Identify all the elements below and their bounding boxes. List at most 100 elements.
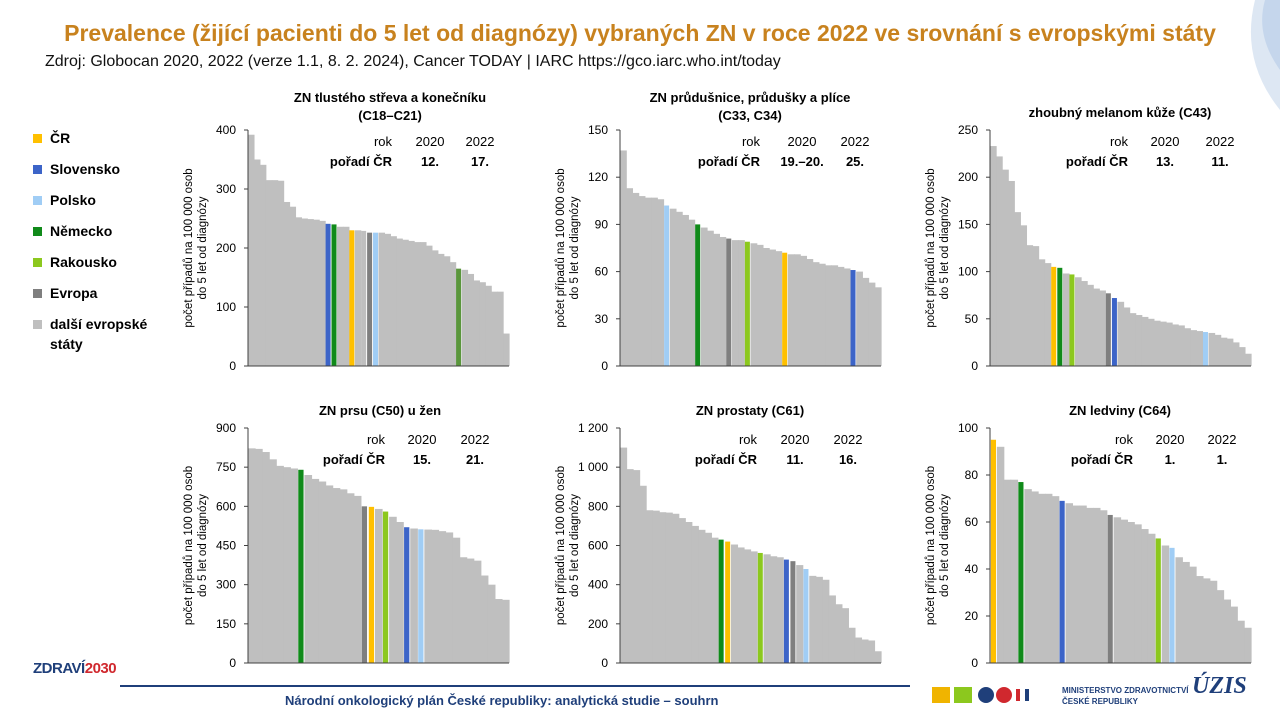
rank-value-2020: 19.–20. <box>780 154 823 169</box>
bar <box>848 627 856 663</box>
y-tick-label: 0 <box>971 656 978 670</box>
chart-title: ZN průdušnice, průdušky a plíce <box>650 90 851 105</box>
rank-year-2022: 2022 <box>834 432 863 447</box>
bar <box>1014 212 1021 366</box>
bar <box>990 439 997 663</box>
rank-cr-caption: pořadí ČR <box>323 452 386 467</box>
bar <box>325 223 331 366</box>
bar <box>1024 489 1032 663</box>
bar <box>782 252 788 366</box>
bar <box>632 192 640 366</box>
bar <box>437 253 445 366</box>
bar <box>461 269 469 366</box>
legend-label: Polsko <box>50 192 96 208</box>
bar <box>688 219 696 366</box>
bar <box>664 205 670 366</box>
bar <box>744 241 750 366</box>
bar <box>374 508 383 663</box>
bar <box>843 268 851 366</box>
bar <box>1010 479 1019 663</box>
bar <box>368 506 375 663</box>
bar <box>404 527 410 663</box>
bar <box>743 549 752 663</box>
legend-label: Evropa <box>50 285 98 301</box>
bar <box>1223 599 1231 663</box>
rank-value-2020: 15. <box>413 452 431 467</box>
y-tick-label: 150 <box>588 123 608 137</box>
bar <box>259 164 267 366</box>
y-tick-label: 30 <box>595 312 609 326</box>
bar <box>325 485 334 663</box>
bar <box>996 156 1003 366</box>
bar <box>719 236 727 366</box>
bar <box>373 232 379 366</box>
ministry-logo-text: MINISTERSTVO ZDRAVOTNICTVÍ ČESKÉ REPUBLI… <box>1062 685 1189 707</box>
bar <box>828 595 836 663</box>
bar <box>1062 273 1070 366</box>
bar <box>494 599 503 663</box>
bar <box>271 180 279 366</box>
rank-year-2020: 2020 <box>1151 134 1180 149</box>
bar <box>657 199 665 366</box>
y-tick-label: 200 <box>588 617 608 631</box>
bar <box>248 134 255 366</box>
legend-item: další evropské státy <box>33 316 173 354</box>
bar <box>443 256 451 366</box>
rank-value-2020: 1. <box>1165 452 1176 467</box>
bar <box>1002 169 1009 366</box>
bar <box>1079 505 1087 663</box>
y-tick-label: 200 <box>216 241 236 255</box>
bar <box>1209 580 1218 663</box>
bar <box>675 211 683 366</box>
bar <box>382 511 389 663</box>
bar <box>1031 491 1039 663</box>
y-axis-label: počet případů na 100 000 osob <box>925 466 937 625</box>
bar <box>1196 331 1204 366</box>
bar <box>1230 606 1238 663</box>
bar <box>730 544 739 663</box>
bar <box>501 599 510 663</box>
bar <box>695 224 701 366</box>
bar <box>402 239 409 366</box>
bar <box>466 558 475 663</box>
bar <box>1155 538 1161 663</box>
legend-label: Rakousko <box>50 254 117 270</box>
bar <box>1044 263 1052 366</box>
bar <box>456 268 462 366</box>
zdravi-2030-logo: ZDRAVÍ2030 <box>33 660 117 677</box>
bar <box>646 510 654 663</box>
bar <box>1196 576 1204 663</box>
bar <box>1141 316 1149 366</box>
y-axis-label: počet případů na 100 000 osob <box>925 168 937 327</box>
rank-year-2022: 2022 <box>841 134 870 149</box>
bar <box>1153 320 1161 366</box>
bar <box>301 218 308 366</box>
legend-item: ČR <box>33 130 173 148</box>
bar <box>367 232 373 366</box>
bar <box>685 522 693 663</box>
bar <box>874 651 882 663</box>
y-axis-label: do 5 let od diagnózy <box>939 494 951 597</box>
bar <box>1147 318 1155 366</box>
bar <box>1038 259 1046 366</box>
bar <box>487 584 496 663</box>
bar <box>837 266 845 366</box>
corner-decoration <box>1250 0 1280 110</box>
y-tick-label: 900 <box>216 421 236 435</box>
rank-year-2020: 2020 <box>408 432 437 447</box>
bar <box>1147 533 1156 663</box>
bar <box>787 254 795 366</box>
bar <box>633 470 641 663</box>
rank-value-2022: 16. <box>839 452 857 467</box>
y-tick-label: 250 <box>958 123 978 137</box>
bar <box>319 220 326 366</box>
bar <box>669 208 677 366</box>
rank-year-2022: 2022 <box>1208 432 1237 447</box>
bar <box>678 518 686 663</box>
bar <box>682 214 689 366</box>
y-tick-label: 60 <box>965 515 979 529</box>
bar <box>738 240 745 366</box>
bar <box>1189 566 1197 663</box>
bar <box>354 230 362 366</box>
legend-label: další evropské státy <box>50 316 148 352</box>
